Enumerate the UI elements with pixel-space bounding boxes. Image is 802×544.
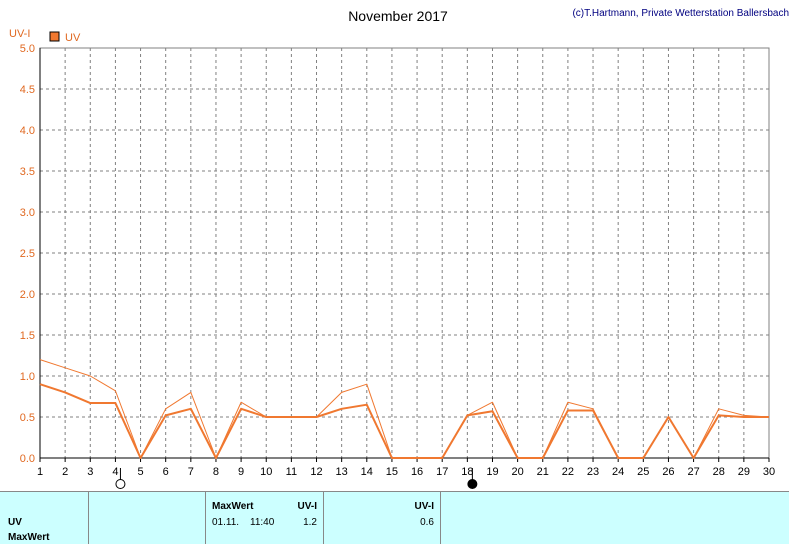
x-tick-label: 2 [62, 466, 68, 478]
y-tick-label: 0.0 [20, 453, 35, 465]
new-moon-icon [467, 479, 478, 489]
x-tick-label: 8 [213, 466, 219, 478]
summary-avg-column: UV-I 0.6 [324, 492, 441, 544]
x-tick-label: 4 [112, 466, 118, 478]
y-tick-label: 1.0 [20, 371, 35, 383]
summary-panel: UV MaxWert MaxWert UV-I 01.11. 11:40 1.2… [0, 491, 789, 544]
y-tick-label: 3.5 [20, 166, 35, 178]
x-tick-label: 14 [361, 466, 373, 478]
x-tick-label: 6 [163, 466, 169, 478]
y-tick-label: 5.0 [20, 43, 35, 55]
summary-empty-column [89, 492, 206, 544]
x-tick-label: 15 [386, 466, 398, 478]
x-tick-label: 27 [687, 466, 699, 478]
x-tick-label: 18 [461, 466, 473, 478]
y-axis-unit: UV-I [9, 28, 30, 40]
row-label-maxwert: MaxWert [8, 532, 50, 543]
y-tick-label: 2.0 [20, 289, 35, 301]
series-line-uv [39, 383, 769, 459]
x-tick-label: 11 [286, 466, 297, 478]
max-unit-header: UV-I [297, 501, 317, 512]
chart-title: November 2017 [348, 8, 448, 24]
full-moon-icon [115, 479, 126, 489]
x-tick-label: 19 [486, 466, 498, 478]
y-tick-label: 2.5 [20, 248, 35, 260]
moon-phases [115, 468, 478, 489]
x-tick-label: 17 [436, 466, 448, 478]
x-tick-label: 7 [188, 466, 194, 478]
y-tick-label: 1.5 [20, 330, 35, 342]
avg-value: 0.6 [420, 517, 434, 528]
y-tick-label: 0.5 [20, 412, 35, 424]
y-tick-label: 3.0 [20, 207, 35, 219]
x-tick-label: 10 [260, 466, 272, 478]
summary-label-column: UV MaxWert [0, 492, 89, 544]
x-tick-label: 9 [238, 466, 244, 478]
row-label-uv: UV [8, 517, 22, 528]
max-value: 1.2 [303, 517, 317, 528]
x-tick-label: 1 [37, 466, 43, 478]
series-line-uv-max [39, 359, 770, 459]
x-tick-label: 13 [336, 466, 348, 478]
legend-label-uv: UV [65, 32, 81, 44]
summary-max-column: MaxWert UV-I 01.11. 11:40 1.2 [206, 492, 324, 544]
max-time: 11:40 [250, 517, 275, 528]
x-tick-label: 5 [137, 466, 143, 478]
x-tick-label: 20 [511, 466, 523, 478]
copyright-text: (c)T.Hartmann, Private Wetterstation Bal… [572, 8, 789, 19]
x-tick-label: 21 [537, 466, 549, 478]
x-tick-label: 25 [637, 466, 649, 478]
x-tick-label: 29 [738, 466, 750, 478]
x-tick-label: 28 [713, 466, 725, 478]
x-tick-label: 23 [587, 466, 599, 478]
x-tick-label: 12 [310, 466, 322, 478]
x-tick-label: 24 [612, 466, 624, 478]
x-tick-label: 30 [763, 466, 775, 478]
series [39, 359, 770, 459]
max-date: 01.11. [212, 517, 240, 528]
grid [39, 47, 770, 459]
uv-chart: November 2017 (c)T.Hartmann, Private Wet… [9, 8, 789, 489]
y-tick-label: 4.5 [20, 84, 35, 96]
x-tick-label: 26 [662, 466, 674, 478]
max-header: MaxWert [212, 501, 254, 512]
axes: 0.00.51.01.52.02.53.03.54.04.55.01 2 3 4 5 6 7… [20, 43, 775, 478]
y-tick-label: 4.0 [20, 125, 35, 137]
x-tick-label: 22 [562, 466, 574, 478]
x-tick-label: 16 [411, 466, 423, 478]
avg-header: UV-I [414, 501, 434, 512]
legend-swatch [49, 31, 60, 42]
x-tick-label: 3 [87, 466, 93, 478]
